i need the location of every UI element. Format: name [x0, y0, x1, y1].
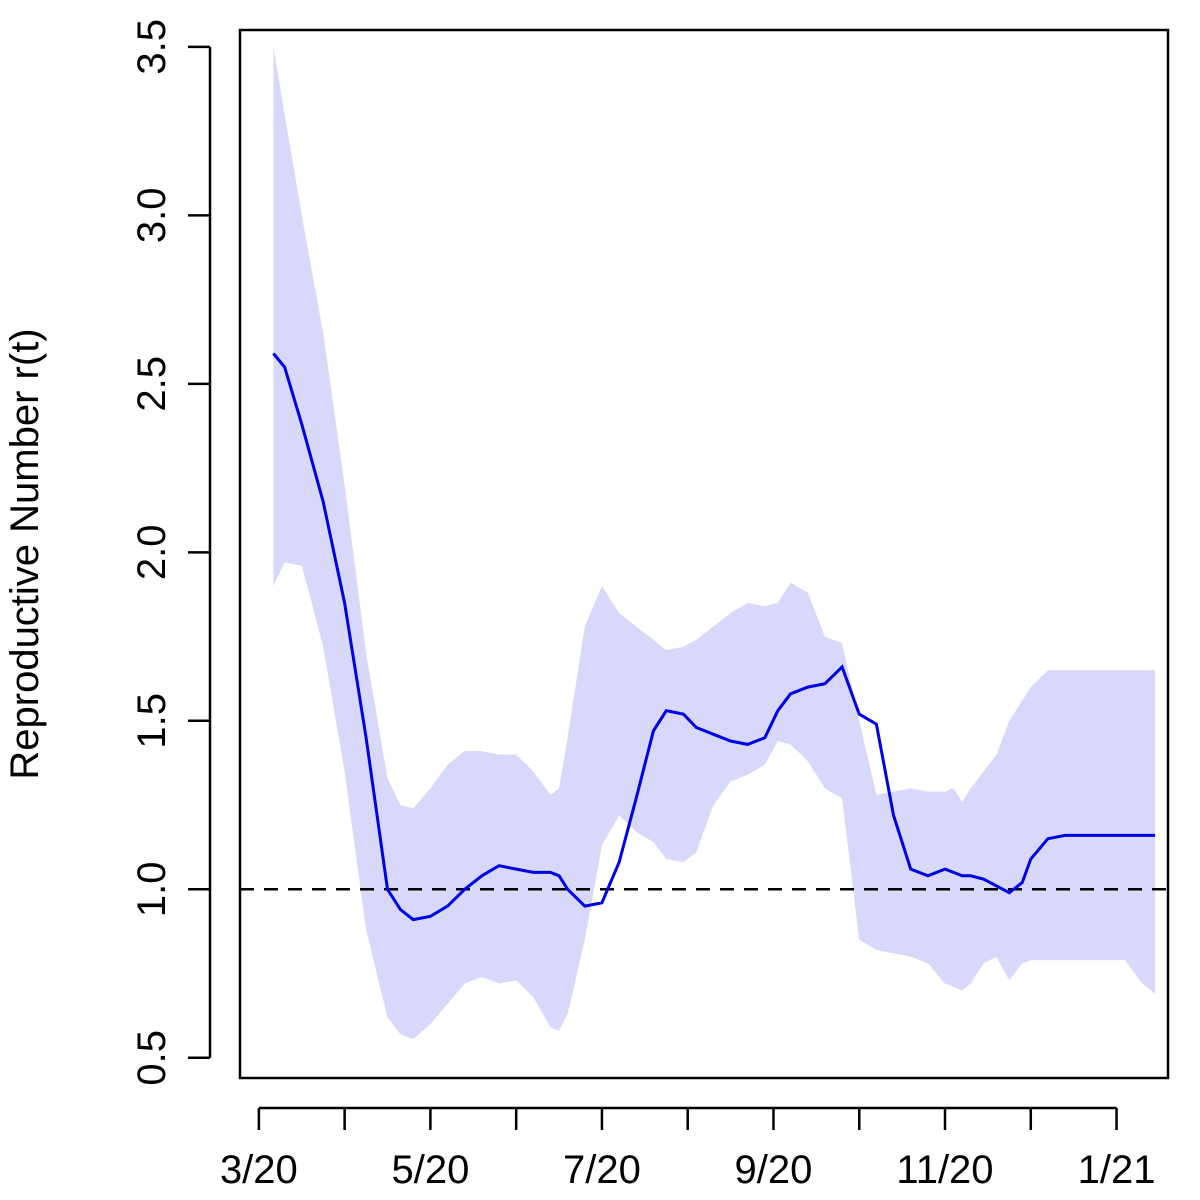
plot-area [240, 46, 1168, 1040]
y-tick-label: 2.5 [130, 356, 174, 412]
y-axis: 0.5 1.0 1.5 2.0 2.5 3.0 3.5 [130, 19, 212, 1086]
y-tick-label: 1.0 [130, 861, 174, 917]
confidence-band [273, 46, 1156, 1040]
x-tick-label: 7/20 [563, 1148, 641, 1192]
y-tick-label: 3.5 [130, 19, 174, 75]
x-tick-label: 3/20 [220, 1148, 298, 1192]
x-axis: 3/20 5/20 7/20 9/20 11/20 1/21 [220, 1106, 1156, 1192]
estimate-line [272, 352, 1156, 922]
x-tick-label: 11/20 [896, 1148, 993, 1192]
y-tick-label: 2.0 [130, 524, 174, 580]
x-tick-label: 1/21 [1078, 1148, 1156, 1192]
y-axis-title: Reproductive Number r(t) [3, 328, 47, 779]
x-tick-label: 9/20 [735, 1148, 813, 1192]
x-tick-label: 5/20 [391, 1148, 469, 1192]
y-tick-label: 3.0 [130, 187, 174, 243]
plot-frame [238, 28, 1170, 1080]
y-tick-label: 1.5 [130, 693, 174, 749]
y-tick-label: 0.5 [130, 1030, 174, 1086]
